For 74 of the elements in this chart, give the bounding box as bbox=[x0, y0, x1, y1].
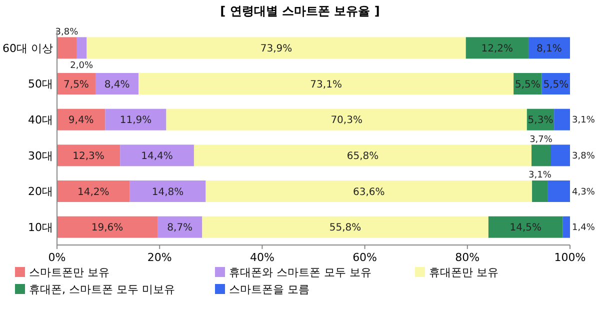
bar bbox=[194, 144, 532, 166]
bar bbox=[562, 216, 570, 238]
data-label: 5,5% bbox=[514, 79, 540, 90]
data-label: 3,8% bbox=[55, 27, 79, 38]
data-label: 3,7% bbox=[530, 134, 553, 145]
data-label: 12,3% bbox=[72, 150, 104, 162]
x-tick-label: 100% bbox=[554, 251, 586, 264]
bar bbox=[95, 73, 139, 94]
data-label: 73,9% bbox=[260, 43, 292, 54]
y-tick-label: 10대 bbox=[28, 220, 53, 234]
data-label: 4,3% bbox=[572, 187, 596, 198]
y-tick-label: 40대 bbox=[28, 113, 53, 126]
data-label: 14,5% bbox=[510, 222, 542, 234]
bar bbox=[206, 180, 532, 202]
data-label: 63,6% bbox=[353, 186, 385, 198]
legend-label: 휴대폰, 스마트폰 모두 미보유 bbox=[29, 282, 175, 296]
x-tick-label: 20% bbox=[147, 251, 172, 264]
data-label: 14,4% bbox=[141, 150, 173, 162]
y-tick-label: 30대 bbox=[28, 149, 53, 162]
bar bbox=[528, 37, 570, 59]
bar bbox=[548, 180, 570, 202]
bar bbox=[120, 144, 194, 166]
y-tick-label: 20대 bbox=[28, 185, 53, 198]
bar bbox=[166, 108, 527, 130]
bar bbox=[57, 37, 76, 59]
bar bbox=[550, 144, 570, 166]
bar bbox=[554, 108, 570, 130]
data-label: 8,4% bbox=[104, 79, 130, 90]
data-label: 19,6% bbox=[91, 222, 124, 234]
data-label: 55,8% bbox=[329, 222, 362, 234]
data-label: 70,3% bbox=[330, 115, 362, 126]
data-label: 14,2% bbox=[78, 186, 110, 198]
bar bbox=[532, 144, 551, 166]
data-label: 3,1% bbox=[572, 116, 596, 126]
data-label: 5,3% bbox=[528, 115, 554, 126]
data-label: 3,1% bbox=[528, 170, 552, 181]
data-label: 14,8% bbox=[152, 186, 184, 198]
data-label: 2,0% bbox=[70, 60, 94, 71]
legend-label: 휴대폰와 스마트폰 모두 보유 bbox=[229, 266, 372, 279]
bar bbox=[57, 216, 158, 238]
data-label: 12,2% bbox=[481, 43, 514, 54]
bar bbox=[488, 216, 563, 238]
data-label: 1,4% bbox=[572, 223, 596, 234]
data-label: 8,1% bbox=[536, 43, 562, 54]
bar bbox=[105, 108, 166, 130]
y-tick-label: 50대 bbox=[28, 78, 53, 91]
data-label: 3,8% bbox=[572, 152, 596, 162]
bar bbox=[57, 144, 120, 166]
bar bbox=[57, 180, 130, 202]
x-tick-label: 60% bbox=[352, 251, 378, 264]
data-label: 73,1% bbox=[310, 79, 342, 90]
legend-label: 스마트폰만 보유 bbox=[29, 266, 110, 279]
legend-label: 스마트폰을 모름 bbox=[229, 282, 310, 296]
y-tick-label: 60대 이상 bbox=[2, 42, 53, 55]
x-tick-label: 0% bbox=[48, 251, 66, 264]
bar bbox=[76, 37, 87, 59]
data-label: 5,5% bbox=[543, 79, 569, 90]
bar bbox=[130, 180, 206, 202]
data-label: 11,9% bbox=[120, 115, 152, 126]
data-label: 9,4% bbox=[68, 115, 94, 126]
chart-title: [ 연령대별 스마트폰 보유율 ] bbox=[220, 4, 380, 18]
data-label: 65,8% bbox=[346, 150, 379, 162]
bar bbox=[158, 216, 202, 238]
legend-label: 휴대폰만 보유 bbox=[429, 266, 498, 279]
bar bbox=[138, 73, 514, 94]
x-tick-label: 40% bbox=[250, 251, 274, 264]
bar bbox=[57, 108, 106, 130]
data-label: 8,7% bbox=[167, 222, 193, 234]
bar bbox=[532, 180, 548, 202]
data-label: 7,5% bbox=[64, 79, 89, 90]
bar bbox=[86, 37, 466, 59]
bar bbox=[202, 216, 488, 238]
x-tick-label: 80% bbox=[455, 251, 480, 264]
bar bbox=[466, 37, 528, 59]
